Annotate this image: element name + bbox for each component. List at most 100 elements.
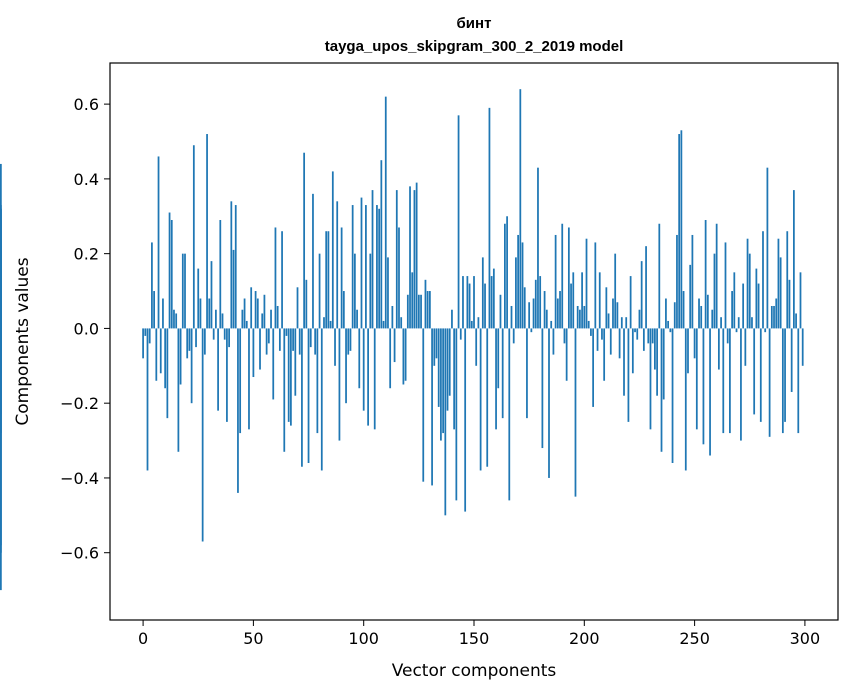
bar bbox=[290, 328, 292, 426]
y-tick-label: 0.2 bbox=[74, 245, 99, 264]
bar bbox=[612, 298, 614, 329]
bar bbox=[795, 313, 797, 329]
bar bbox=[510, 305, 513, 329]
bar bbox=[155, 328, 158, 381]
bar bbox=[603, 328, 606, 381]
bar bbox=[164, 328, 167, 389]
bar bbox=[294, 328, 297, 396]
bar bbox=[362, 328, 365, 411]
bar bbox=[788, 279, 791, 329]
bar bbox=[616, 302, 619, 329]
bar bbox=[746, 238, 749, 329]
bar bbox=[574, 328, 577, 497]
bar bbox=[168, 212, 171, 329]
bar bbox=[667, 320, 670, 329]
bar bbox=[715, 223, 718, 329]
bar bbox=[442, 328, 444, 434]
bar bbox=[181, 253, 184, 329]
bar bbox=[206, 134, 208, 329]
bar bbox=[506, 216, 508, 329]
bar bbox=[695, 328, 698, 430]
bar bbox=[239, 328, 242, 434]
x-axis-label: Vector components bbox=[392, 661, 557, 681]
bar bbox=[647, 328, 650, 344]
bar bbox=[605, 287, 608, 329]
bar bbox=[318, 253, 321, 329]
y-axis-ticks: −0.6 −0.4 −0.2 0.0 0.2 0.4 0.6 bbox=[60, 95, 110, 563]
bar bbox=[528, 302, 531, 329]
bar bbox=[298, 328, 301, 355]
bar bbox=[475, 328, 478, 366]
bar bbox=[777, 238, 780, 329]
bar bbox=[334, 328, 336, 366]
x-tick-label: 150 bbox=[459, 629, 490, 648]
bar bbox=[151, 242, 153, 329]
x-tick-label: 300 bbox=[790, 629, 821, 648]
bar bbox=[501, 328, 504, 419]
bar bbox=[378, 208, 381, 329]
bar bbox=[256, 298, 259, 329]
bar bbox=[402, 328, 405, 385]
bar bbox=[382, 320, 385, 329]
bar bbox=[367, 328, 369, 426]
bar bbox=[680, 130, 683, 329]
bar bbox=[556, 298, 559, 329]
bar bbox=[342, 291, 345, 329]
bar bbox=[486, 328, 489, 467]
bar bbox=[687, 328, 689, 374]
bar bbox=[217, 328, 219, 411]
bar bbox=[534, 279, 537, 329]
y-tick-label: −0.2 bbox=[60, 394, 99, 413]
bar bbox=[490, 276, 493, 329]
bar bbox=[737, 317, 740, 329]
bar bbox=[406, 294, 409, 329]
bar bbox=[462, 276, 464, 329]
bar bbox=[245, 320, 248, 329]
bar bbox=[504, 223, 506, 329]
bar bbox=[190, 328, 193, 404]
bar bbox=[477, 317, 480, 329]
bar bbox=[587, 320, 590, 329]
bar bbox=[250, 287, 253, 329]
bar bbox=[409, 186, 411, 329]
bar bbox=[651, 328, 654, 344]
bar bbox=[645, 246, 647, 329]
bar bbox=[219, 220, 222, 329]
bar bbox=[530, 328, 533, 333]
bar bbox=[413, 190, 416, 329]
bar bbox=[237, 328, 239, 493]
bar bbox=[142, 328, 144, 359]
bar bbox=[784, 328, 786, 422]
bar bbox=[565, 328, 568, 381]
bar bbox=[305, 279, 308, 329]
bar bbox=[468, 283, 471, 329]
bar bbox=[400, 317, 403, 329]
bar bbox=[625, 317, 628, 329]
bar bbox=[793, 190, 795, 329]
bar bbox=[248, 328, 250, 430]
bar bbox=[203, 328, 206, 355]
bar bbox=[678, 134, 681, 329]
bar bbox=[358, 328, 361, 389]
bar bbox=[669, 328, 672, 333]
bar bbox=[684, 328, 687, 471]
bar bbox=[702, 328, 705, 445]
bar bbox=[398, 227, 400, 329]
bar bbox=[799, 272, 802, 329]
bar bbox=[585, 238, 588, 329]
bar bbox=[349, 328, 352, 351]
bar bbox=[592, 328, 594, 407]
bar bbox=[173, 309, 175, 329]
bar bbox=[444, 328, 447, 516]
bar bbox=[153, 291, 155, 329]
bar bbox=[700, 305, 703, 329]
bar bbox=[627, 328, 630, 422]
bar bbox=[267, 328, 270, 344]
bar bbox=[532, 298, 535, 329]
bar bbox=[422, 328, 425, 482]
bar bbox=[404, 328, 407, 381]
bar bbox=[658, 223, 661, 329]
bar bbox=[561, 223, 564, 329]
bar bbox=[327, 231, 330, 329]
bar bbox=[512, 328, 515, 344]
